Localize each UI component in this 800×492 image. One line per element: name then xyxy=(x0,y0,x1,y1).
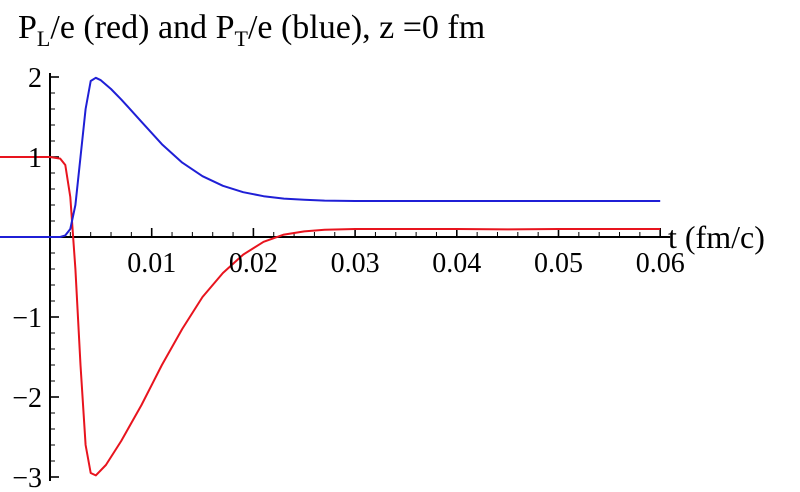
y-tick-label: −3 xyxy=(12,463,42,492)
y-tick-label: 2 xyxy=(28,63,42,94)
title-part-3: P xyxy=(216,9,235,46)
y-tick-label: 1 xyxy=(28,143,42,174)
x-tick-label: 0.06 xyxy=(636,248,685,279)
x-tick-label: 0.01 xyxy=(127,248,176,279)
x-tick-label: 0.03 xyxy=(331,248,380,279)
series-line-pt-blue xyxy=(0,76,661,238)
ticks-layer: 2 1 −1 −2 −3 0.01 0.02 0.03 0.04 0.05 0.06 xyxy=(12,63,684,492)
axes-group xyxy=(0,73,671,481)
x-tick-label: 0.04 xyxy=(432,248,481,279)
title-part-2: /e (red) and xyxy=(50,9,215,46)
series-layer xyxy=(0,76,661,477)
y-tick-label: −1 xyxy=(12,303,42,334)
title-part-1: P xyxy=(18,9,37,46)
y-tick-label: −2 xyxy=(12,383,42,414)
x-tick-label: 0.02 xyxy=(229,248,278,279)
x-axis-label: t (fm/c) xyxy=(668,219,765,255)
title-subscript-t: T xyxy=(234,26,248,51)
series-line-pl-red xyxy=(0,156,661,477)
title-part-4: /e (blue), z =0 fm xyxy=(248,9,485,46)
title-subscript-l: L xyxy=(37,26,50,51)
chart-title: PL/e (red) and PT/e (blue), z =0 fm xyxy=(18,9,485,51)
x-tick-label: 0.05 xyxy=(534,248,583,279)
